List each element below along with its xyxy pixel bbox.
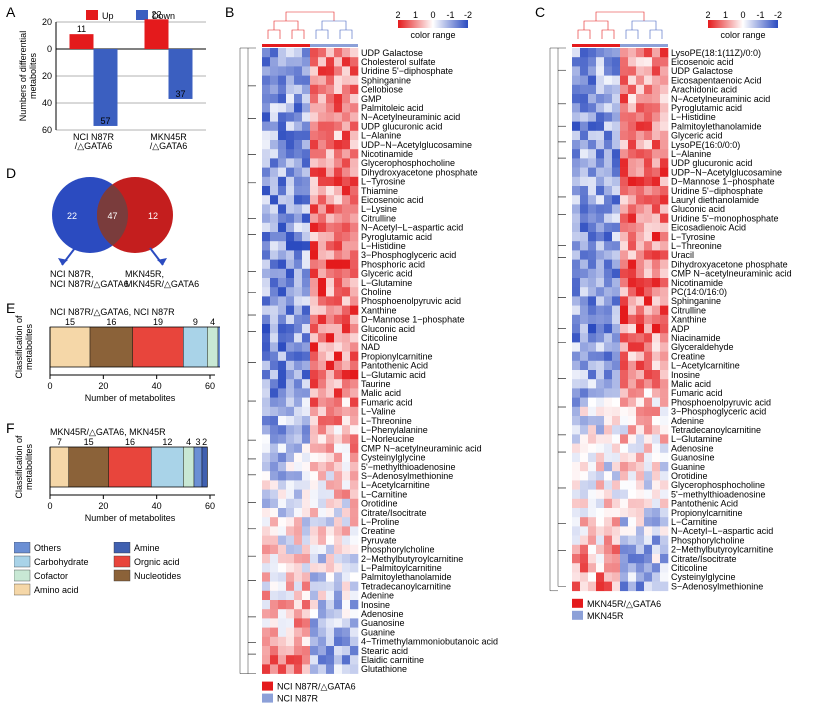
svg-text:60: 60: [42, 125, 52, 135]
svg-text:NCI N87R/△GATA6: NCI N87R/△GATA6: [50, 279, 129, 289]
svg-text:-1: -1: [756, 10, 764, 20]
svg-text:color range: color range: [720, 30, 765, 40]
svg-text:Numbers of differential: Numbers of differential: [18, 31, 28, 121]
svg-text:metabolites: metabolites: [24, 323, 34, 370]
svg-text:20: 20: [98, 501, 108, 511]
svg-text:MKN45R/△GATA6: MKN45R/△GATA6: [587, 599, 661, 609]
svg-text:color range: color range: [410, 30, 455, 40]
svg-text:37: 37: [175, 89, 185, 99]
svg-text:4: 4: [210, 317, 215, 327]
svg-text:Orgnic acid: Orgnic acid: [134, 557, 180, 567]
svg-text:Nucleotides: Nucleotides: [134, 571, 182, 581]
svg-text:Amine: Amine: [134, 543, 160, 553]
svg-text:Number of metabolites: Number of metabolites: [85, 393, 176, 403]
svg-text:47: 47: [107, 211, 117, 221]
svg-text:NCI N87R,: NCI N87R,: [50, 269, 94, 279]
svg-text:22: 22: [151, 10, 161, 19]
svg-text:0: 0: [430, 10, 435, 20]
svg-text:3: 3: [195, 437, 200, 447]
svg-text:Cofactor: Cofactor: [34, 571, 68, 581]
panel-e-chart: NCI N87R/△GATA6, NCI N87R Classification …: [10, 305, 220, 420]
svg-text:15: 15: [65, 317, 75, 327]
svg-text:-2: -2: [464, 10, 472, 20]
svg-text:MKN45R/△GATA6: MKN45R/△GATA6: [125, 279, 199, 289]
svg-text:1: 1: [413, 10, 418, 20]
svg-text:60: 60: [205, 381, 215, 391]
svg-text:60: 60: [205, 501, 215, 511]
svg-text:16: 16: [106, 317, 116, 327]
panel-a-chart: UpDown604020020Numbers of differentialme…: [14, 10, 214, 160]
svg-text:-2: -2: [774, 10, 782, 20]
svg-text:40: 40: [152, 501, 162, 511]
svg-text:20: 20: [42, 71, 52, 81]
svg-text:0: 0: [47, 44, 52, 54]
svg-text:40: 40: [152, 381, 162, 391]
svg-text:20: 20: [98, 381, 108, 391]
svg-text:2: 2: [395, 10, 400, 20]
svg-text:7: 7: [57, 437, 62, 447]
svg-text:19: 19: [153, 317, 163, 327]
svg-text:4: 4: [186, 437, 191, 447]
svg-text:metabolites: metabolites: [24, 443, 34, 490]
svg-text:Number of metabolites: Number of metabolites: [85, 513, 176, 523]
svg-text:Others: Others: [34, 543, 62, 553]
svg-text:NCI N87R/△GATA6: NCI N87R/△GATA6: [277, 682, 356, 692]
svg-text:NCI N87R: NCI N87R: [277, 694, 319, 704]
svg-text:/△GATA6: /△GATA6: [150, 141, 188, 151]
svg-text:MKN45R: MKN45R: [587, 611, 624, 621]
svg-text:Up: Up: [102, 11, 114, 21]
svg-text:Classification of: Classification of: [14, 435, 24, 499]
svg-text:12: 12: [148, 211, 158, 221]
svg-text:15: 15: [84, 437, 94, 447]
svg-text:metabolites: metabolites: [28, 52, 38, 99]
svg-text:NCI N87R/△GATA6, NCI N87R: NCI N87R/△GATA6, NCI N87R: [50, 307, 175, 317]
svg-text:0: 0: [740, 10, 745, 20]
svg-text:11: 11: [77, 24, 86, 34]
svg-text:2: 2: [705, 10, 710, 20]
svg-text:Amino acid: Amino acid: [34, 585, 79, 595]
panel-b-heatmap: 210-1-2color rangeUDP GalactoseCholester…: [230, 8, 530, 708]
svg-text:0: 0: [47, 501, 52, 511]
svg-text:/△GATA6: /△GATA6: [75, 141, 113, 151]
svg-text:MKN45R,: MKN45R,: [125, 269, 164, 279]
svg-text:Glutathione: Glutathione: [361, 664, 407, 674]
svg-text:0: 0: [47, 381, 52, 391]
panel-f-chart: MKN45R/△GATA6, MKN45R Classification ofme…: [10, 425, 220, 540]
svg-text:20: 20: [42, 17, 52, 27]
svg-text:22: 22: [67, 211, 77, 221]
svg-text:S−Adenosylmethionine: S−Adenosylmethionine: [671, 581, 763, 591]
svg-text:-1: -1: [446, 10, 454, 20]
svg-text:1: 1: [723, 10, 728, 20]
svg-text:3: 3: [219, 317, 220, 327]
panel-c-heatmap: 210-1-2color rangeLysoPE(18:1(11Z)/0:0)E…: [540, 8, 815, 648]
svg-text:Carbohydrate: Carbohydrate: [34, 557, 89, 567]
panel-d-venn: 22 47 12 NCI N87R,NCI N87R/△GATA6MKN45R,MKN…: [10, 170, 220, 300]
svg-text:16: 16: [125, 437, 135, 447]
svg-text:40: 40: [42, 98, 52, 108]
svg-text:9: 9: [193, 317, 198, 327]
svg-text:12: 12: [162, 437, 172, 447]
svg-text:MKN45R/△GATA6, MKN45R: MKN45R/△GATA6, MKN45R: [50, 427, 166, 437]
classification-legend: Others Carbohydrate Cofactor Amino acid Amin…: [14, 542, 224, 612]
svg-text:2: 2: [202, 437, 207, 447]
svg-text:Classification of: Classification of: [14, 315, 24, 379]
svg-text:57: 57: [100, 116, 110, 126]
